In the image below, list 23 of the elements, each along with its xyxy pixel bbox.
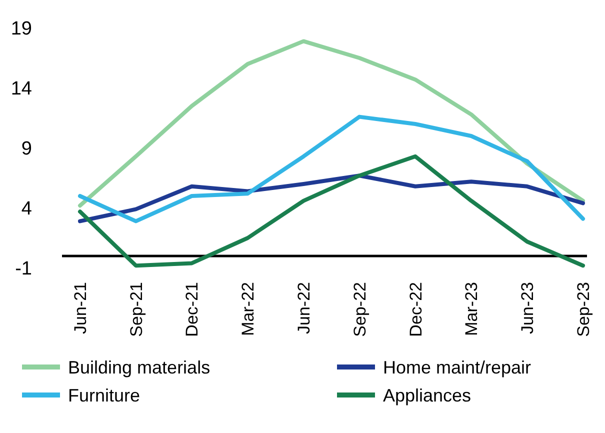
legend-label: Appliances xyxy=(383,385,472,406)
x-tick-label: Mar-22 xyxy=(238,282,258,336)
x-tick-label: Mar-23 xyxy=(462,282,482,336)
x-tick-label: Jun-22 xyxy=(294,282,314,334)
legend-label: Home maint/repair xyxy=(383,357,532,378)
x-tick-label: Sep-23 xyxy=(574,282,593,337)
x-tick-label: Dec-21 xyxy=(182,282,202,337)
y-tick-label: 9 xyxy=(21,138,32,160)
x-tick-label: Sep-21 xyxy=(126,282,146,337)
line-series xyxy=(78,154,585,268)
x-tick-label: Jun-23 xyxy=(518,282,538,334)
x-tick-label: Dec-22 xyxy=(406,282,426,337)
y-tick-label: 14 xyxy=(10,78,32,100)
y-tick-label: 4 xyxy=(21,198,32,220)
line-series xyxy=(78,114,585,224)
line-series xyxy=(78,39,585,208)
x-tick-label: Sep-22 xyxy=(350,282,370,337)
line-series xyxy=(78,174,585,224)
legend-label: Building materials xyxy=(68,357,210,378)
legend-label: Furniture xyxy=(68,385,140,406)
x-tick-label: Jun-21 xyxy=(70,282,90,334)
y-tick-label: 19 xyxy=(10,18,32,40)
y-tick-label: -1 xyxy=(15,258,32,280)
